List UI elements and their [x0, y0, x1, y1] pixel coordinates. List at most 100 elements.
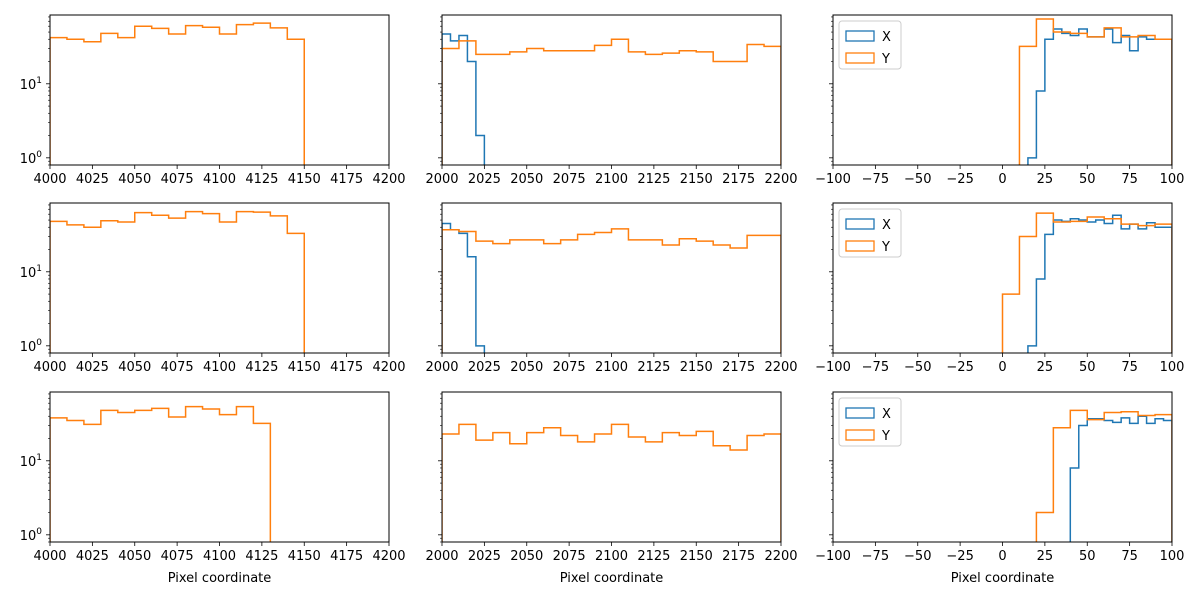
x-tick-label: −25	[946, 172, 973, 187]
subplot-r0-c0: 4000 4025 4050 4075 4100 4125 4150 4175 42001001…	[20, 14, 406, 187]
series-Y-step	[50, 210, 305, 353]
legend-swatch-X	[845, 407, 875, 419]
x-tick-label: 75	[1121, 172, 1138, 187]
x-axis-label: Pixel coordinate	[951, 571, 1055, 586]
y-tick-label-exp: 1	[36, 76, 42, 86]
x-tick-label: −100	[815, 360, 851, 375]
legend-label-Y: Y	[881, 240, 890, 255]
subplot-r1-c2: −100 −75 −50 −25 0 25 50 75 100 XY	[815, 202, 1185, 375]
x-tick-label: −50	[904, 172, 931, 187]
x-tick-label: −100	[815, 549, 851, 564]
legend-swatch-Y	[845, 429, 875, 441]
x-tick-label: 4025	[76, 549, 109, 564]
y-tick-label-base: 10	[20, 455, 37, 470]
x-tick-label: 2050	[510, 172, 543, 187]
x-tick-label: 25	[1037, 549, 1054, 564]
x-tick-label: 2150	[680, 549, 713, 564]
x-tick-label: 2100	[595, 360, 628, 375]
x-tick-label: 25	[1037, 360, 1054, 375]
legend-box	[838, 397, 902, 447]
y-tick-label-base: 10	[20, 266, 37, 281]
series-X-step	[442, 222, 486, 353]
x-tick-label: −75	[862, 172, 889, 187]
x-tick-label: 100	[1160, 360, 1185, 375]
legend-label-Y: Y	[881, 429, 890, 444]
subplot-r0-c1: 2000 2025 2050 2075 2100 2125 2150 2175 2200	[425, 14, 798, 187]
series-X-step	[442, 33, 486, 165]
x-axis-label: Pixel coordinate	[168, 571, 272, 586]
y-tick-label-exp: 0	[36, 338, 42, 348]
x-tick-label: 50	[1079, 172, 1096, 187]
x-tick-label: 2025	[468, 549, 501, 564]
x-tick-label: 50	[1079, 549, 1096, 564]
x-tick-label: 4125	[245, 360, 278, 375]
x-axis-label: Pixel coordinate	[560, 571, 664, 586]
x-tick-label: 0	[998, 172, 1006, 187]
x-tick-label: 2025	[468, 172, 501, 187]
x-tick-label: 4150	[288, 172, 321, 187]
x-tick-label: 2125	[637, 360, 670, 375]
y-tick-label-exp: 1	[36, 264, 42, 274]
x-tick-label: 4100	[203, 172, 236, 187]
y-tick-label: 101	[20, 264, 42, 281]
x-tick-label: 2000	[425, 549, 458, 564]
x-tick-label: 4175	[330, 360, 363, 375]
y-tick-label: 100	[20, 338, 43, 355]
legend-swatch-X	[845, 30, 875, 42]
y-tick-label-base: 10	[20, 340, 37, 355]
x-tick-label: 4125	[245, 549, 278, 564]
x-tick-label: 2175	[722, 172, 755, 187]
series-Y-step	[442, 423, 781, 542]
x-tick-label: 4025	[76, 360, 109, 375]
legend-swatch-Y	[845, 52, 875, 64]
x-tick-label: 4100	[203, 549, 236, 564]
x-tick-label: 2200	[764, 549, 797, 564]
x-tick-label: 4075	[161, 172, 194, 187]
x-tick-label: 75	[1121, 360, 1138, 375]
y-tick-label: 100	[20, 527, 43, 544]
series-Y-step	[1001, 212, 1172, 353]
x-tick-label: 4050	[118, 360, 151, 375]
legend-label-X: X	[882, 218, 891, 233]
subplot-r0-c2: −100 −75 −50 −25 0 25 50 75 100 XY	[815, 14, 1185, 187]
x-tick-label: 2000	[425, 360, 458, 375]
x-tick-label: 4175	[330, 549, 363, 564]
subplot-r2-c0: 4000 4025 4050 4075 4100 4125 4150 4175 42001001…	[20, 391, 406, 586]
x-tick-label: 0	[998, 549, 1006, 564]
x-tick-label: 4075	[161, 549, 194, 564]
x-tick-label: 2000	[425, 172, 458, 187]
legend-swatch-X	[845, 218, 875, 230]
axes-frame	[441, 391, 782, 543]
x-tick-label: 2100	[595, 549, 628, 564]
x-tick-label: 2075	[553, 549, 586, 564]
x-tick-label: 4200	[372, 172, 405, 187]
x-tick-label: 4000	[33, 549, 66, 564]
x-tick-label: 4000	[33, 360, 66, 375]
x-tick-label: −75	[862, 360, 889, 375]
x-tick-label: 4000	[33, 172, 66, 187]
series-X-step	[1027, 28, 1172, 165]
x-tick-label: 4050	[118, 549, 151, 564]
x-tick-label: −25	[946, 549, 973, 564]
x-tick-label: −25	[946, 360, 973, 375]
x-tick-label: 2150	[680, 360, 713, 375]
x-tick-label: −50	[904, 360, 931, 375]
x-tick-label: −100	[815, 172, 851, 187]
y-tick-label: 101	[20, 76, 42, 93]
x-tick-label: 4200	[372, 549, 405, 564]
x-tick-label: 4025	[76, 172, 109, 187]
series-Y-step	[442, 38, 781, 165]
x-tick-label: 100	[1160, 172, 1185, 187]
x-tick-label: 25	[1037, 172, 1054, 187]
y-tick-label: 100	[20, 150, 43, 167]
x-tick-label: 2025	[468, 360, 501, 375]
x-tick-label: 75	[1121, 549, 1138, 564]
y-tick-label: 101	[20, 453, 42, 470]
x-tick-label: 4125	[245, 172, 278, 187]
legend-label-Y: Y	[881, 52, 890, 67]
legend-box	[838, 20, 902, 70]
y-tick-label-base: 10	[20, 152, 37, 167]
x-tick-label: 2050	[510, 360, 543, 375]
legend-swatch-Y	[845, 240, 875, 252]
